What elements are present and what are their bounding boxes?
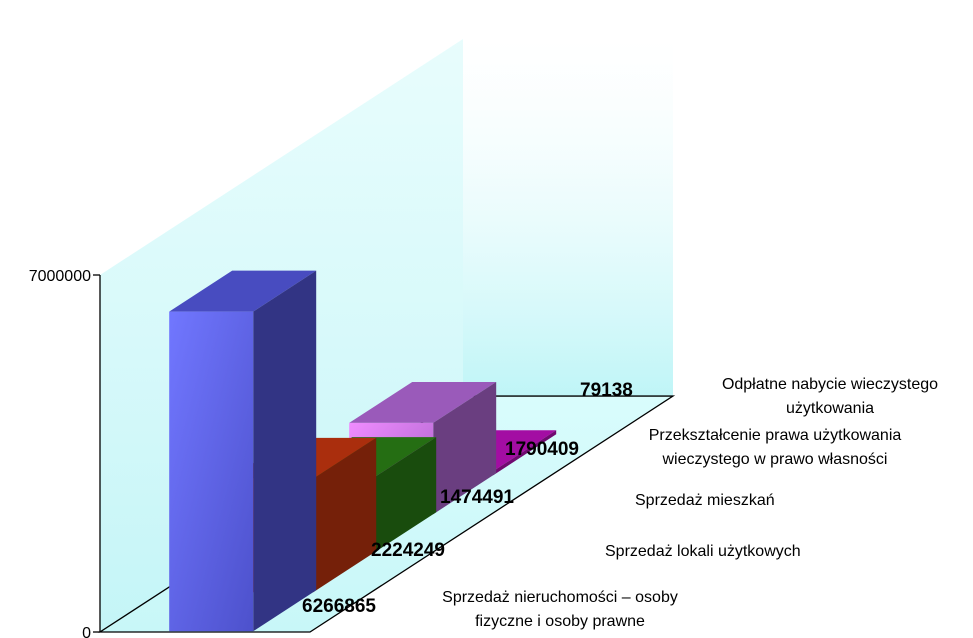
bars xyxy=(169,270,557,632)
category-label: Sprzedaż mieszkań xyxy=(635,492,775,509)
category-label: Sprzedaż nieruchomości – osoby xyxy=(442,589,678,606)
bar-top xyxy=(349,381,497,423)
value-label: 2224249 xyxy=(371,540,445,561)
back-wall xyxy=(463,39,673,397)
bar-front xyxy=(169,311,254,632)
value-label: 6266865 xyxy=(302,596,376,617)
value-label: 79138 xyxy=(580,380,633,401)
bar-top xyxy=(169,270,317,312)
category-label: fizyczne i osoby prawne xyxy=(475,613,645,630)
bar-side xyxy=(433,381,497,515)
y-tick-label: 7000000 xyxy=(29,268,91,285)
value-label: 1474491 xyxy=(440,487,514,508)
y-tick-label: 0 xyxy=(82,625,91,638)
category-label: użytkowania xyxy=(786,400,874,417)
category-label: Przekształcenie prawa użytkowania xyxy=(649,427,902,444)
bar-0 xyxy=(169,270,317,632)
bar-side xyxy=(493,430,557,476)
bar-side xyxy=(373,437,437,554)
bar-side xyxy=(253,270,317,632)
category-label: Odpłatne nabycie wieczystego xyxy=(722,376,938,393)
category-label: Sprzedaż lokali użytkowych xyxy=(605,543,801,560)
category-label: wieczystego w prawo własności xyxy=(662,451,888,468)
y-axis: 0 7000000 xyxy=(29,268,101,638)
labels: 6266865 Sprzedaż nieruchomości – osoby fiz… xyxy=(302,376,938,630)
bar-side xyxy=(313,437,377,593)
value-label: 1790409 xyxy=(505,439,579,460)
